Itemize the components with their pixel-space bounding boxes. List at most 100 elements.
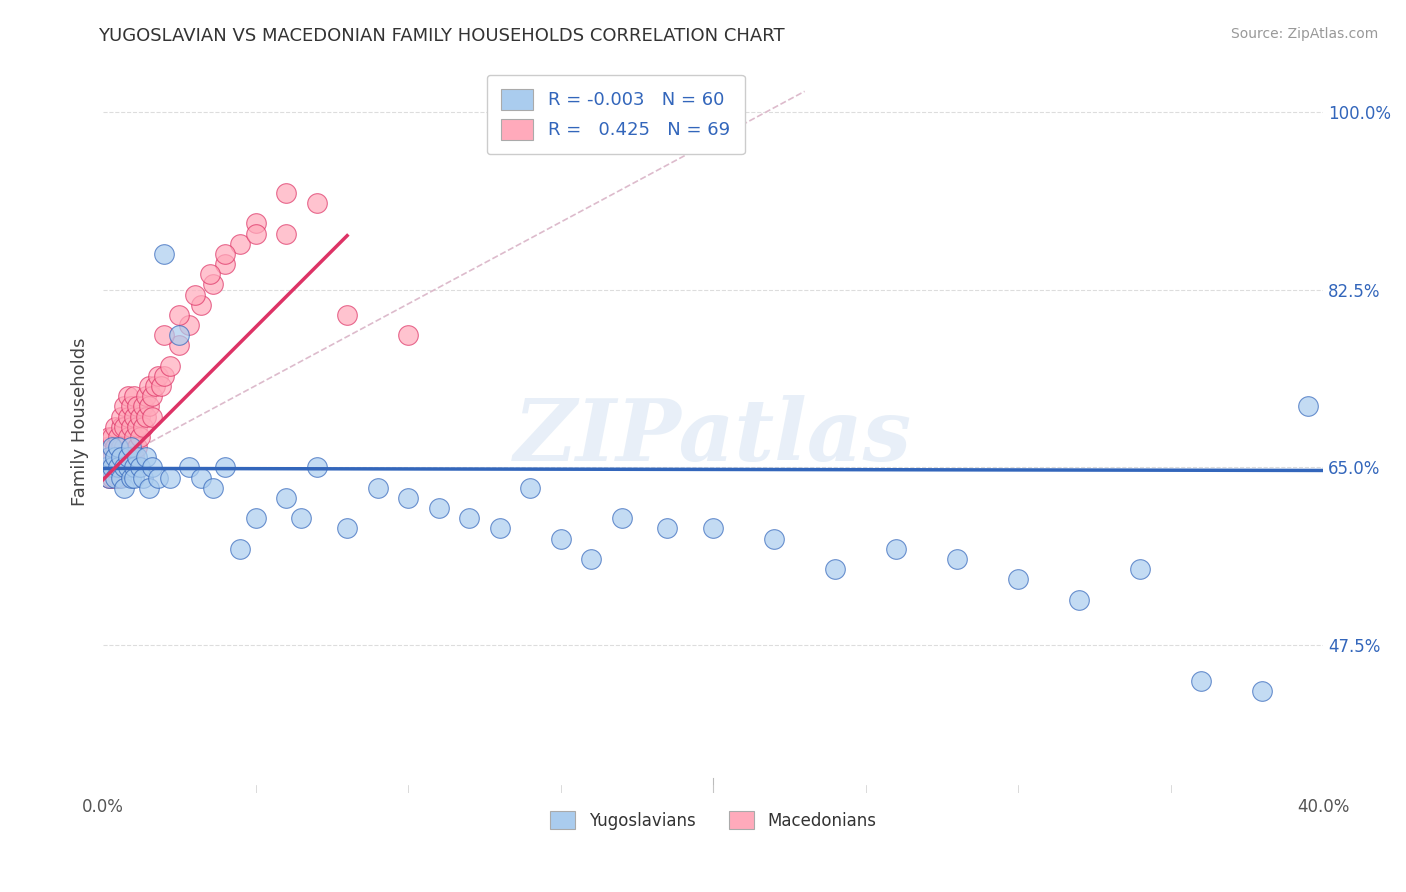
Point <box>183 287 205 301</box>
Point <box>125 450 148 465</box>
Point <box>1296 400 1319 414</box>
Point <box>336 521 359 535</box>
Point <box>146 368 169 383</box>
Point <box>122 470 145 484</box>
Point <box>138 400 160 414</box>
Point <box>169 328 191 343</box>
Point <box>702 521 724 535</box>
Point <box>98 430 121 444</box>
Point <box>96 460 118 475</box>
Point <box>122 409 145 424</box>
Point <box>128 460 150 475</box>
Point <box>122 450 145 465</box>
Point <box>190 298 212 312</box>
Point <box>110 409 132 424</box>
Point <box>153 247 176 261</box>
Point <box>276 491 298 505</box>
Point <box>141 389 163 403</box>
Point <box>114 440 136 454</box>
Point <box>884 541 907 556</box>
Point <box>519 481 541 495</box>
Point <box>150 379 173 393</box>
Point <box>245 227 267 241</box>
Point <box>117 409 139 424</box>
Point <box>114 460 136 475</box>
Point <box>125 440 148 454</box>
Point <box>290 511 312 525</box>
Point <box>610 511 633 525</box>
Point <box>159 470 181 484</box>
Point <box>122 460 145 475</box>
Point <box>101 440 124 454</box>
Point <box>117 450 139 465</box>
Point <box>396 491 419 505</box>
Point <box>198 267 221 281</box>
Point <box>107 450 129 465</box>
Point <box>114 419 136 434</box>
Point <box>201 277 224 292</box>
Point <box>276 186 298 200</box>
Point <box>128 430 150 444</box>
Point <box>98 470 121 484</box>
Point <box>214 257 236 271</box>
Point <box>101 450 124 465</box>
Point <box>245 511 267 525</box>
Point <box>96 460 118 475</box>
Point <box>1189 673 1212 688</box>
Point <box>153 328 176 343</box>
Point <box>117 430 139 444</box>
Point <box>104 419 127 434</box>
Point <box>104 470 127 484</box>
Point <box>458 511 481 525</box>
Point <box>146 470 169 484</box>
Point <box>107 460 129 475</box>
Point <box>550 532 572 546</box>
Point <box>98 450 121 465</box>
Point <box>135 450 157 465</box>
Point <box>107 440 129 454</box>
Point <box>336 308 359 322</box>
Point <box>396 328 419 343</box>
Point <box>169 338 191 352</box>
Point <box>120 440 142 454</box>
Point <box>101 470 124 484</box>
Point <box>143 379 166 393</box>
Point <box>117 450 139 465</box>
Point <box>229 236 252 251</box>
Point <box>110 460 132 475</box>
Point <box>125 400 148 414</box>
Point <box>138 481 160 495</box>
Point <box>824 562 846 576</box>
Point <box>1007 572 1029 586</box>
Legend: Yugoslavians, Macedonians: Yugoslavians, Macedonians <box>544 805 883 837</box>
Point <box>122 389 145 403</box>
Point <box>169 308 191 322</box>
Point <box>579 552 602 566</box>
Point <box>114 481 136 495</box>
Point <box>214 460 236 475</box>
Point <box>104 440 127 454</box>
Point <box>132 400 155 414</box>
Point <box>201 481 224 495</box>
Point <box>125 419 148 434</box>
Point <box>101 430 124 444</box>
Point <box>141 409 163 424</box>
Point <box>132 470 155 484</box>
Point <box>120 419 142 434</box>
Point <box>98 470 121 484</box>
Point <box>120 470 142 484</box>
Point <box>177 460 200 475</box>
Point <box>128 409 150 424</box>
Text: ZIPatlas: ZIPatlas <box>515 395 912 478</box>
Point <box>245 217 267 231</box>
Point <box>135 409 157 424</box>
Point <box>104 450 127 465</box>
Text: YUGOSLAVIAN VS MACEDONIAN FAMILY HOUSEHOLDS CORRELATION CHART: YUGOSLAVIAN VS MACEDONIAN FAMILY HOUSEHO… <box>98 27 785 45</box>
Point <box>107 430 129 444</box>
Point <box>141 460 163 475</box>
Point <box>110 470 132 484</box>
Point <box>110 440 132 454</box>
Point <box>763 532 786 546</box>
Point <box>1069 592 1091 607</box>
Point <box>214 247 236 261</box>
